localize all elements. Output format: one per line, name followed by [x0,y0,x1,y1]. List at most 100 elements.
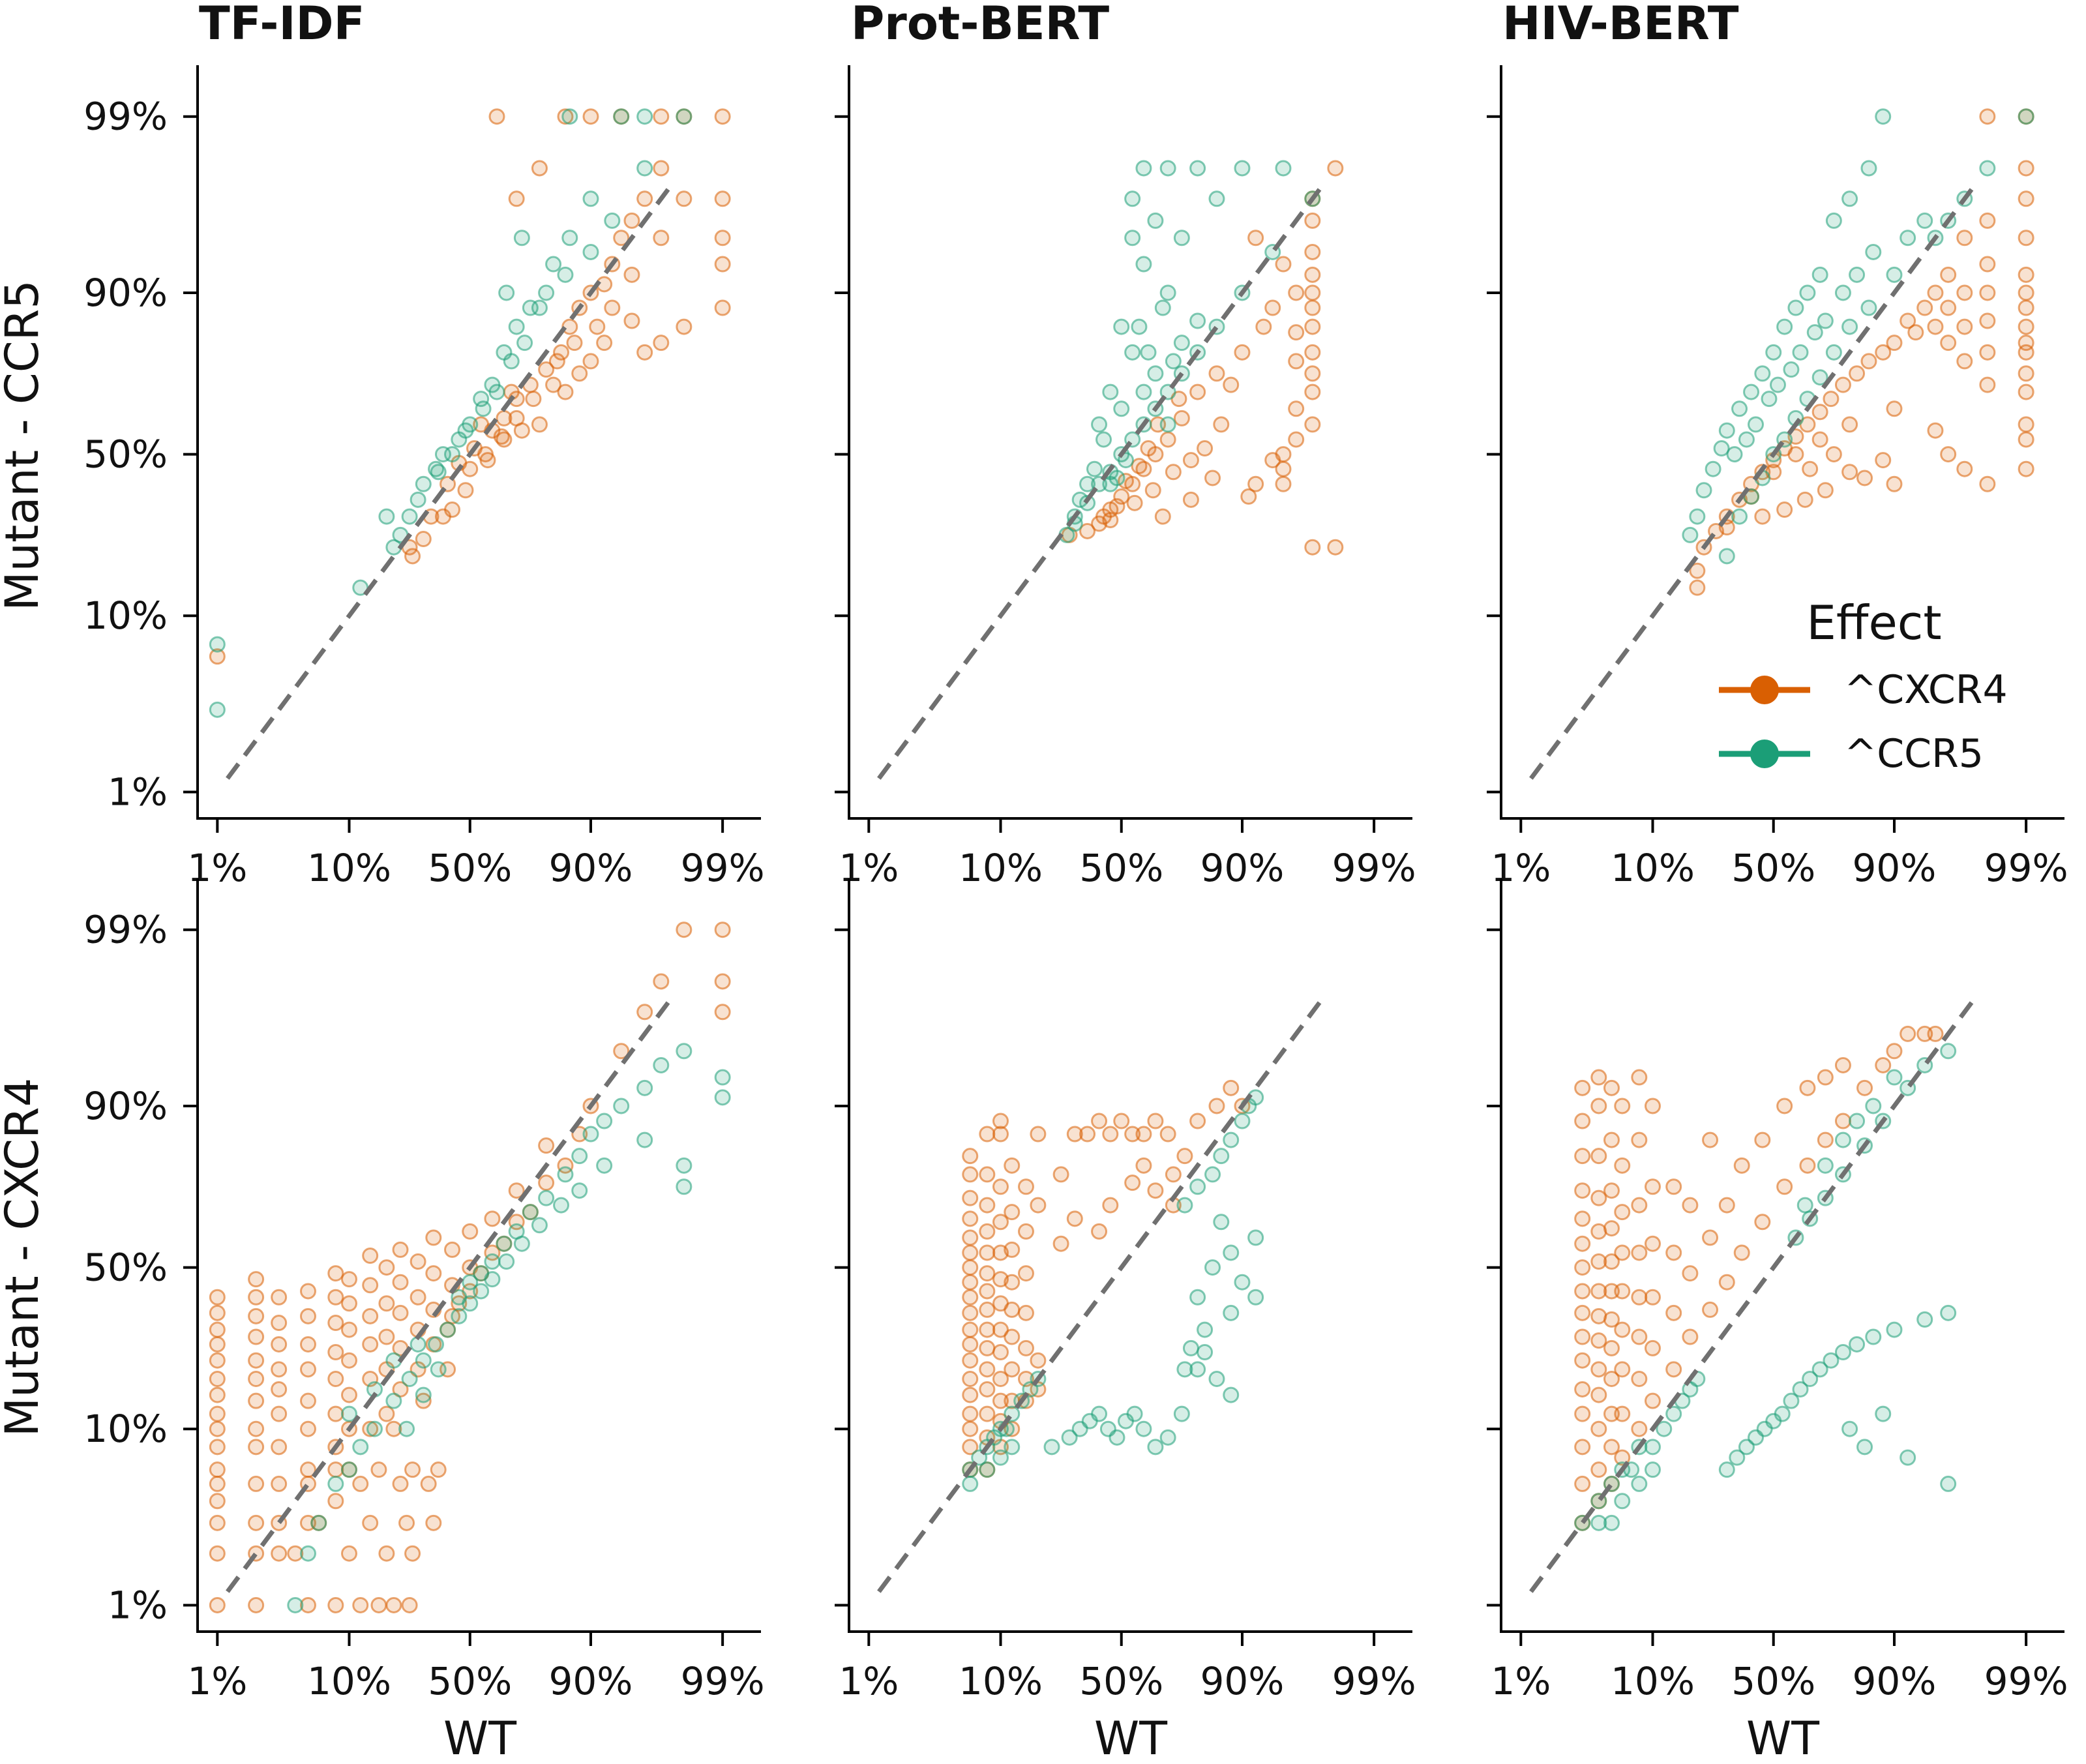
scatter-point [1124,230,1141,247]
scatter-point [1304,416,1321,433]
scatter-point [1590,1253,1607,1270]
scatter-point [1590,1069,1607,1086]
scatter-point [1875,1405,1892,1422]
x-tick-label: 10% [1611,1659,1695,1703]
scatter-point [1223,1304,1240,1321]
series-ccr5 [287,1043,731,1613]
scatter-point [962,1229,979,1246]
scatter-point [1204,470,1221,486]
scatter-point [209,1405,226,1422]
scatter-point [1135,383,1152,400]
scatter-point [1614,1321,1631,1338]
scatter-point [2018,108,2034,125]
scatter-point [1147,1182,1164,1199]
reference-line [877,996,1325,1593]
scatter-point [508,410,525,426]
scatter-point [1004,1157,1021,1174]
series-ccr5 [1574,1043,1957,1531]
scatter-point [1907,324,1924,341]
scatter-point [1574,1475,1591,1492]
scatter-point [513,230,530,247]
scatter-point [1811,404,1828,421]
scatter-point [1865,243,1882,260]
x-tick-label: 10% [307,846,391,890]
scatter-point [1940,446,1957,463]
scatter-point [553,1197,570,1214]
scatter-point [209,1439,226,1456]
scatter-point [1574,1079,1591,1096]
scatter-point [525,391,542,408]
scatter-point [714,299,731,316]
scatter-point [1900,230,1916,247]
scatter-point [271,1315,288,1332]
scatter-point [209,1336,226,1353]
scatter-point [1240,488,1257,505]
scatter-point [1718,1274,1735,1291]
scatter-point [209,701,226,718]
scatter-point [636,1004,653,1021]
scatter-point [676,190,693,207]
scatter-point [1731,508,1748,525]
scatter-point [557,1166,574,1183]
scatter-point [415,475,432,492]
scatter-point [676,1043,693,1060]
scatter-point [1865,1098,1882,1114]
scatter-point [992,1449,1009,1466]
scatter-point [1113,318,1130,335]
scatter-point [1327,539,1344,556]
scatter-point [1173,1405,1190,1422]
scatter-point [392,1241,409,1258]
scatter-point [531,416,548,433]
scatter-point [1223,376,1240,393]
scatter-point [209,1304,226,1321]
column-title-hivbert: HIV-BERT [1502,0,1739,50]
scatter-point [1189,312,1206,329]
scatter-point [1614,1283,1631,1300]
scatter-point [1304,318,1321,335]
scatter-point [1264,452,1281,469]
x-tick-label: 99% [1332,1659,1416,1703]
panel-1: 1%1%10%10%50%50%90%90%99%99% [83,65,765,890]
scatter-point [522,1204,539,1221]
scatter-point [496,1235,513,1252]
scatter-point [410,1289,426,1306]
scatter-point [1802,1370,1819,1387]
scatter-point [571,1148,588,1165]
scatter-point [962,1405,979,1422]
scatter-point [1956,284,1973,301]
scatter-point [271,1361,288,1378]
x-tick-label: 90% [1200,846,1285,890]
scatter-point [1718,1197,1735,1214]
scatter-point [1718,1461,1735,1478]
scatter-point [1304,539,1321,556]
scatter-point [1603,1253,1620,1270]
scatter-point [1776,1178,1793,1195]
scatter-point [676,921,693,938]
scatter-point [992,1178,1009,1195]
scatter-point [1916,299,1933,316]
scatter-point [1574,1352,1591,1369]
scatter-point [545,376,562,393]
scatter-point [979,1301,996,1318]
scatter-point [1713,440,1730,457]
scatter-point [1733,1244,1750,1261]
scatter-point [248,1370,265,1387]
scatter-point [1940,335,1957,351]
scatter-point [1886,1321,1903,1338]
scatter-point [1886,266,1903,283]
scatter-point [209,1493,226,1510]
scatter-point [428,1336,445,1353]
scatter-point [1091,1113,1108,1129]
scatter-point [1927,422,1944,439]
scatter-point [1255,318,1272,335]
scatter-point [1979,376,1996,393]
scatter-point [451,1308,468,1324]
scatter-point [484,1253,501,1270]
scatter-point [1173,230,1190,247]
scatter-point [462,1295,479,1312]
axis-spines [196,65,761,820]
scatter-point [1614,1405,1631,1422]
scatter-point [1702,1131,1719,1148]
scatter-point [1208,1098,1225,1114]
scatter-point [1811,431,1828,448]
